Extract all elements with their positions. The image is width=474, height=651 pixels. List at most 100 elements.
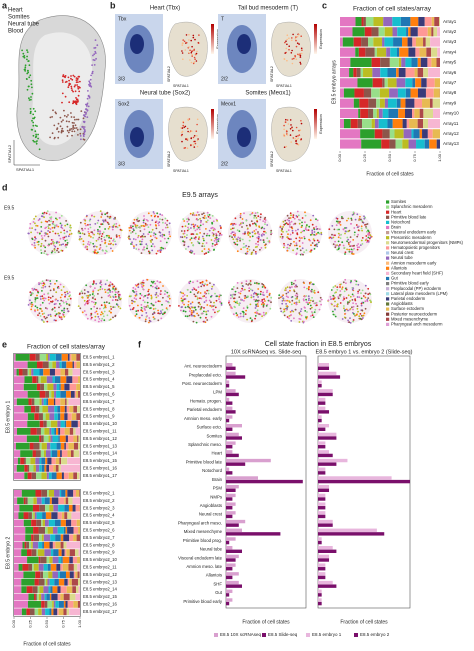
stacked-segment	[73, 405, 78, 413]
group-label: E9.5 embryo arrays	[331, 60, 337, 104]
stacked-segment	[425, 37, 431, 47]
spot	[285, 47, 288, 50]
stacked-segment	[402, 37, 408, 47]
spot	[151, 285, 154, 288]
spot	[352, 319, 355, 321]
stacked-segment	[52, 601, 54, 608]
spot	[253, 298, 256, 301]
spot	[293, 302, 296, 305]
spot	[254, 317, 256, 320]
spot	[342, 244, 345, 247]
spot	[64, 224, 67, 227]
spot	[261, 286, 264, 288]
spot	[246, 227, 249, 230]
spot	[159, 292, 162, 295]
stacked-segment	[79, 490, 80, 497]
spot	[298, 222, 301, 225]
stacked-segment	[41, 465, 45, 472]
spot	[190, 137, 193, 139]
stacked-segment	[39, 534, 42, 542]
spot	[320, 298, 323, 301]
spot	[292, 249, 294, 252]
stacked-segment	[63, 608, 67, 616]
spot	[292, 137, 295, 139]
legend-swatch	[386, 215, 390, 219]
stacked-segment	[340, 57, 351, 67]
spot	[313, 289, 316, 292]
stacked-segment	[43, 534, 51, 542]
spot	[151, 249, 154, 252]
spot	[195, 52, 198, 55]
legend-entry: Somites	[8, 15, 30, 21]
spot	[288, 300, 290, 302]
spot	[248, 290, 251, 292]
spot	[130, 295, 132, 297]
stacked-segment	[14, 541, 23, 549]
spot	[145, 219, 148, 221]
spot	[341, 286, 344, 289]
row-label: E8.5 embryo1_5	[83, 384, 115, 389]
spot	[34, 300, 37, 303]
spot	[360, 239, 363, 242]
stacked-segment	[43, 571, 49, 579]
stacked-segment	[24, 541, 27, 549]
stacked-segment	[383, 17, 393, 27]
spot	[28, 232, 30, 235]
spot	[189, 238, 192, 241]
spot	[260, 247, 263, 249]
spot	[159, 312, 161, 315]
spot	[298, 240, 301, 242]
spot	[97, 219, 100, 222]
stacked-segment	[61, 549, 65, 556]
spot	[146, 278, 149, 281]
stacked-segment	[396, 78, 406, 88]
spot	[158, 221, 161, 224]
spot	[61, 79, 64, 82]
stacked-segment	[33, 442, 40, 450]
spot	[65, 301, 68, 303]
spot	[288, 221, 291, 224]
legend-entry: Neural tube	[391, 255, 413, 260]
stacked-segment	[27, 391, 40, 398]
stacked-segment	[372, 68, 381, 78]
spot	[336, 217, 339, 220]
spot	[309, 234, 312, 236]
stacked-segment	[49, 593, 52, 601]
spot	[199, 297, 201, 300]
spot	[292, 214, 295, 217]
row-label: E8.5 embryo1_12	[83, 436, 118, 441]
spot	[75, 97, 77, 99]
spot	[164, 311, 166, 314]
spot	[369, 236, 372, 239]
spot	[215, 236, 218, 239]
spot	[316, 219, 319, 222]
stacked-segment	[77, 601, 80, 608]
spot	[289, 119, 292, 121]
spot	[84, 115, 87, 118]
stacked-segment	[360, 108, 369, 118]
spot	[54, 232, 57, 235]
spot	[98, 226, 101, 228]
spot	[47, 299, 50, 301]
spot	[34, 130, 37, 133]
spot	[147, 288, 150, 291]
stacked-segment	[33, 497, 37, 505]
spot	[110, 311, 112, 314]
spot	[144, 222, 147, 225]
spot	[234, 301, 237, 304]
spot	[303, 237, 306, 240]
spot	[47, 296, 50, 299]
spot	[214, 238, 217, 241]
spot	[255, 292, 257, 295]
stacked-segment	[39, 457, 42, 465]
stacked-segment	[41, 534, 44, 542]
legend-swatch	[214, 633, 218, 637]
bar	[226, 418, 230, 423]
spot	[114, 288, 117, 290]
stacked-segment	[14, 435, 27, 443]
spot	[50, 251, 53, 254]
scale-label: Expression	[318, 114, 323, 134]
spot	[140, 224, 143, 227]
spot	[39, 298, 42, 300]
spot	[291, 232, 294, 234]
